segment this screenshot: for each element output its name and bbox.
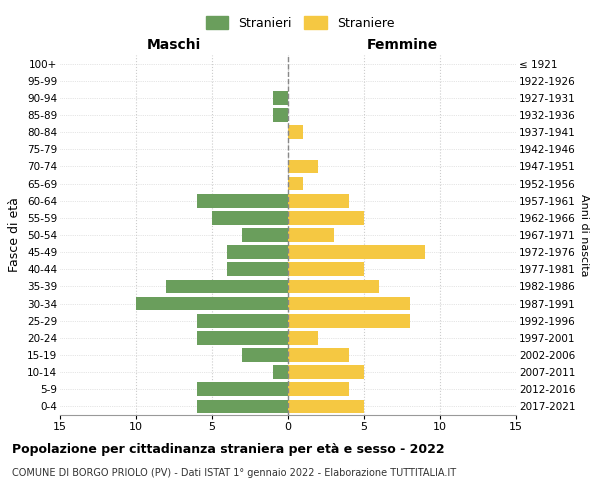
Bar — [197, 331, 288, 344]
Bar — [136, 296, 288, 310]
Text: Popolazione per cittadinanza straniera per età e sesso - 2022: Popolazione per cittadinanza straniera p… — [12, 442, 445, 456]
Y-axis label: Fasce di età: Fasce di età — [8, 198, 22, 272]
Bar — [288, 194, 349, 207]
Text: Maschi: Maschi — [147, 38, 201, 52]
Bar — [227, 246, 288, 259]
Bar — [242, 348, 288, 362]
Bar — [288, 400, 364, 413]
Bar — [212, 211, 288, 224]
Bar — [288, 280, 379, 293]
Text: Femmine: Femmine — [367, 38, 437, 52]
Bar — [288, 331, 319, 344]
Bar — [197, 400, 288, 413]
Bar — [288, 211, 364, 224]
Bar — [227, 262, 288, 276]
Bar — [288, 176, 303, 190]
Bar — [273, 108, 288, 122]
Y-axis label: Anni di nascita: Anni di nascita — [580, 194, 589, 276]
Legend: Stranieri, Straniere: Stranieri, Straniere — [201, 11, 399, 35]
Bar — [288, 228, 334, 242]
Bar — [288, 314, 410, 328]
Bar — [197, 194, 288, 207]
Text: COMUNE DI BORGO PRIOLO (PV) - Dati ISTAT 1° gennaio 2022 - Elaborazione TUTTITAL: COMUNE DI BORGO PRIOLO (PV) - Dati ISTAT… — [12, 468, 456, 477]
Bar — [197, 314, 288, 328]
Bar — [288, 296, 410, 310]
Bar — [288, 382, 349, 396]
Bar — [273, 366, 288, 379]
Bar — [166, 280, 288, 293]
Bar — [288, 262, 364, 276]
Bar — [288, 348, 349, 362]
Bar — [242, 228, 288, 242]
Bar — [288, 160, 319, 173]
Bar — [197, 382, 288, 396]
Bar — [288, 246, 425, 259]
Bar — [288, 126, 303, 139]
Bar — [273, 91, 288, 104]
Bar — [288, 366, 364, 379]
